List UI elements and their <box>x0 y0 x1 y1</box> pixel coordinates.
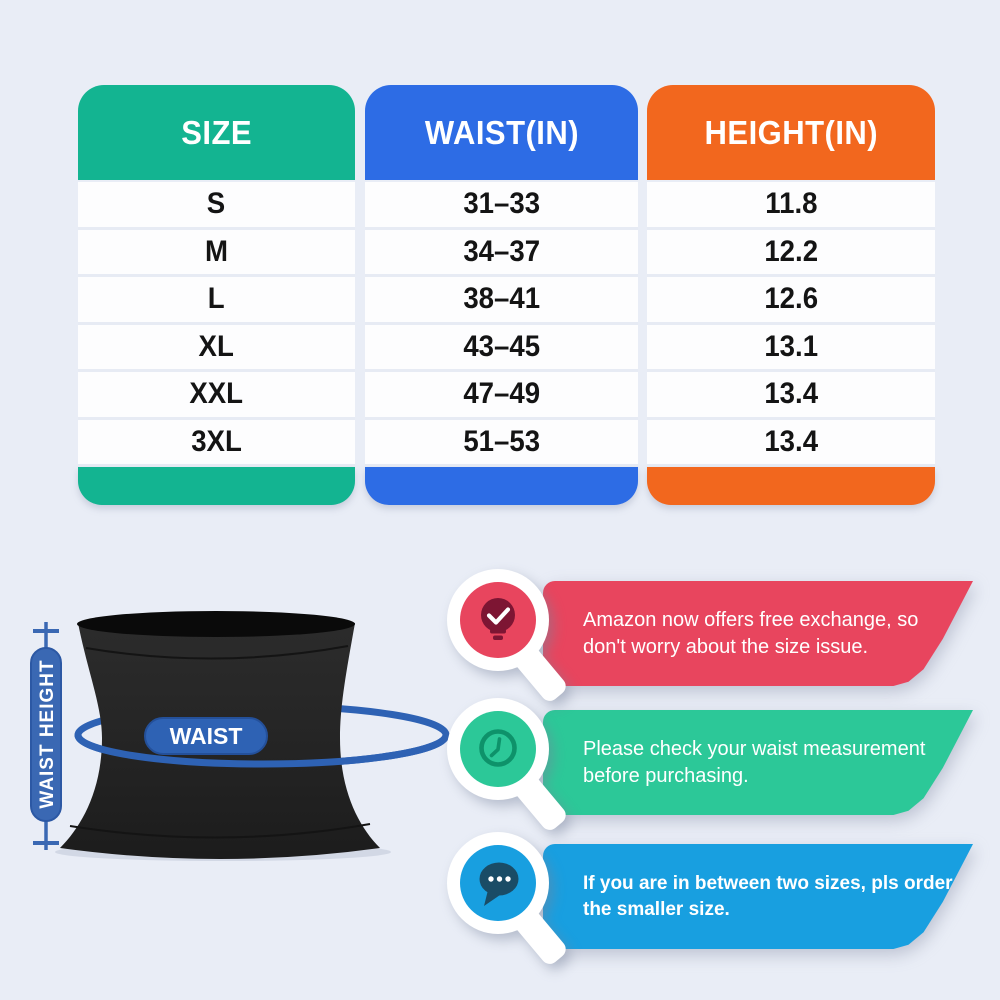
banner-text-line: the smaller size. <box>583 898 730 920</box>
callout-check-measurement: Please check your waist measurement befo… <box>443 696 988 846</box>
table-column-height: HEIGHT(IN) 11.8 12.2 12.6 13.1 13.4 13.4 <box>647 85 935 505</box>
waist-label: WAIST <box>170 723 243 749</box>
table-cell-waist: 38–41 <box>365 277 638 325</box>
column-footer-size <box>78 467 355 505</box>
bottom-stitch-line <box>69 823 371 839</box>
corset-top-opening <box>77 611 355 637</box>
table-cell-waist: 51–53 <box>365 419 638 467</box>
table-cell-height: 12.2 <box>647 229 935 277</box>
column-header-size: SIZE <box>78 85 355 180</box>
chat-dots-icon <box>479 862 519 906</box>
table-cell-height: 13.4 <box>647 372 935 420</box>
table-cell-height: 12.6 <box>647 277 935 325</box>
banner-text-line: Amazon now offers free exchange, so <box>583 609 919 632</box>
callout-banner-wrap: If you are in between two sizes, pls ord… <box>543 844 973 949</box>
callout-banner-wrap: Please check your waist measurement befo… <box>543 710 973 815</box>
callout-banner-wrap: Amazon now offers free exchange, so don'… <box>543 581 973 686</box>
lightbulb-badge <box>447 569 566 701</box>
waist-trainer-illustration: WAIST WAIST HEIGHT <box>10 598 450 903</box>
table-cell-waist: 34–37 <box>365 229 638 277</box>
banner-text-line: Please check your waist measurement <box>583 738 926 761</box>
banner-text-line: If you are in between two sizes, pls ord… <box>583 873 953 895</box>
table-column-size: SIZE S M L XL XXL 3XL <box>78 85 355 505</box>
waist-height-pill <box>30 647 62 822</box>
table-cell-height: 11.8 <box>647 182 935 230</box>
callout-between-sizes: If you are in between two sizes, pls ord… <box>443 830 988 980</box>
column-footer-height <box>647 467 935 505</box>
waist-band-front-arc <box>74 734 450 768</box>
column-header-height: HEIGHT(IN) <box>647 85 935 180</box>
table-cell-size: M <box>78 229 355 277</box>
chat-badge <box>447 832 566 964</box>
table-cell-size: 3XL <box>78 419 355 467</box>
lightbulb-check-icon <box>481 598 515 640</box>
top-stitch-line <box>85 645 349 660</box>
size-chart-table: SIZE S M L XL XXL 3XL WAIST(IN) 31–33 34… <box>78 85 935 505</box>
column-header-waist: WAIST(IN) <box>365 85 638 180</box>
table-cell-waist: 47–49 <box>365 372 638 420</box>
banner-text-line: before purchasing. <box>583 764 749 787</box>
table-cell-size: L <box>78 277 355 325</box>
check-measurement-banner: Please check your waist measurement befo… <box>543 710 973 815</box>
table-cell-size: XXL <box>78 372 355 420</box>
table-cell-waist: 31–33 <box>365 182 638 230</box>
column-header-waist-label: WAIST(IN) <box>424 113 579 151</box>
waist-label-pill: WAIST <box>144 717 268 755</box>
column-header-size-label: SIZE <box>181 113 252 151</box>
column-header-height-label: HEIGHT(IN) <box>704 113 878 151</box>
table-cell-height: 13.4 <box>647 419 935 467</box>
free-exchange-banner: Amazon now offers free exchange, so don'… <box>543 581 973 686</box>
table-cell-size: S <box>78 182 355 230</box>
waist-height-ruler: WAIST HEIGHT <box>30 622 62 850</box>
table-cell-height: 13.1 <box>647 324 935 372</box>
table-cell-waist: 43–45 <box>365 324 638 372</box>
waist-trainer-image: WAIST WAIST HEIGHT <box>30 611 450 861</box>
callout-free-exchange: Amazon now offers free exchange, so don'… <box>443 567 988 717</box>
between-sizes-banner: If you are in between two sizes, pls ord… <box>543 844 973 949</box>
table-cell-size: XL <box>78 324 355 372</box>
banner-text-line: don't worry about the size issue. <box>583 635 869 658</box>
table-column-waist: WAIST(IN) 31–33 34–37 38–41 43–45 47–49 … <box>365 85 638 505</box>
column-footer-waist <box>365 467 638 505</box>
clock-badge <box>447 698 566 830</box>
clock-icon <box>479 729 517 767</box>
waist-height-label: WAIST HEIGHT <box>37 659 58 808</box>
